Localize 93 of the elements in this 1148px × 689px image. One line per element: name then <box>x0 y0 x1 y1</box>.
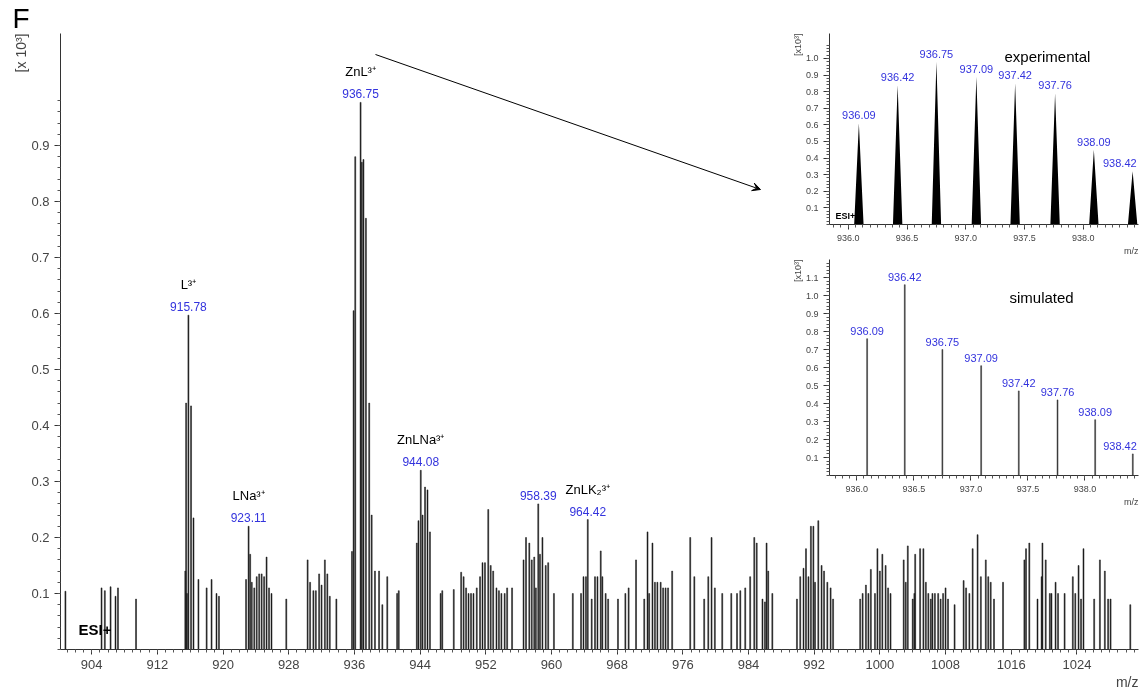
annotation: 936.75 <box>925 335 960 348</box>
x-tick-label: 968 <box>606 656 629 672</box>
annotation: L³⁺ <box>180 277 197 293</box>
y-tick-label: 0.6 <box>805 362 819 373</box>
annotation: ZnLNa³⁺ <box>397 432 445 448</box>
x-tick-label: 1016 <box>996 656 1026 672</box>
x-tick-label: 936.5 <box>895 232 919 243</box>
y-tick-label: 0.4 <box>805 398 819 409</box>
annotation: 936.75 <box>342 87 380 102</box>
y-tick-label: 0.1 <box>31 586 50 601</box>
annotation: 958.39 <box>519 488 557 503</box>
y-tick-label: 0.1 <box>805 202 819 213</box>
annotation: 964.42 <box>569 504 607 519</box>
x-axis-title: m/z <box>1124 245 1139 256</box>
x-tick-label: 992 <box>803 656 826 672</box>
annotation: ESI+ <box>835 210 856 221</box>
annotation: 915.78 <box>170 300 208 315</box>
annotation: ZnLK₂³⁺ <box>565 481 610 497</box>
y-tick-label: 0.4 <box>31 418 50 433</box>
y-tick-label: 0.9 <box>31 138 50 153</box>
annotation: 936.42 <box>887 270 922 283</box>
y-tick-label: 0.7 <box>31 250 50 265</box>
y-tick-label: 0.3 <box>805 416 819 427</box>
y-axis-title: [x 10³] <box>12 33 29 73</box>
y-tick-label: 0.2 <box>805 434 819 445</box>
x-tick-label: 976 <box>671 656 694 672</box>
y-tick-label: 0.8 <box>31 194 50 209</box>
y-tick-label: 0.6 <box>31 306 50 321</box>
x-tick-label: 944 <box>409 656 431 672</box>
annotation: 936.09 <box>842 109 876 122</box>
x-tick-label: 928 <box>277 656 300 672</box>
y-tick-label: 0.4 <box>805 153 819 164</box>
x-tick-label: 1008 <box>931 656 961 672</box>
annotation: 937.76 <box>1038 79 1072 92</box>
annotation: 938.42 <box>1102 157 1137 170</box>
annotation: 937.42 <box>1001 376 1036 389</box>
y-tick-label: 0.2 <box>31 530 50 545</box>
y-tick-label: 0.3 <box>805 169 819 180</box>
annotation: 936.09 <box>850 324 884 337</box>
x-tick-label: 1000 <box>865 656 895 672</box>
y-axis-title: [x10³] <box>792 259 803 283</box>
x-tick-label: 938.0 <box>1073 483 1097 494</box>
y-axis-title: [x10³] <box>792 33 803 57</box>
x-tick-label: 904 <box>80 656 103 672</box>
x-tick-label: 937.0 <box>954 232 978 243</box>
x-tick-label: 912 <box>146 656 169 672</box>
y-tick-label: 0.7 <box>805 344 819 355</box>
y-tick-label: 0.3 <box>31 474 50 489</box>
y-tick-label: 0.5 <box>805 136 819 147</box>
y-tick-label: 0.2 <box>805 186 819 197</box>
x-tick-label: 936 <box>343 656 366 672</box>
x-axis-title: m/z <box>1124 496 1139 507</box>
x-tick-label: 937.0 <box>959 483 983 494</box>
y-tick-label: 1.0 <box>805 290 819 301</box>
chart-title: F <box>12 2 30 34</box>
y-tick-label: 0.8 <box>805 326 819 337</box>
y-tick-label: 0.5 <box>31 362 50 377</box>
annotation: LNa³⁺ <box>232 488 265 504</box>
y-tick-label: 0.9 <box>805 70 819 81</box>
annotation: 936.75 <box>919 47 954 60</box>
x-tick-label: 936.0 <box>837 232 860 243</box>
x-tick-label: 960 <box>540 656 563 672</box>
annotation: 937.09 <box>959 62 994 75</box>
annotation: ZnL³⁺ <box>345 64 376 80</box>
y-tick-label: 1.0 <box>805 53 819 64</box>
x-tick-label: 938.0 <box>1072 232 1095 243</box>
annotation: 923.11 <box>230 511 267 526</box>
y-tick-label: 0.9 <box>805 308 819 319</box>
annotation: 936.42 <box>880 70 915 83</box>
x-tick-label: 1024 <box>1062 656 1092 672</box>
y-tick-label: 0.7 <box>805 103 819 114</box>
annotation: 937.09 <box>964 351 998 364</box>
x-tick-label: 936.5 <box>902 483 926 494</box>
annotation: experimental <box>1004 47 1091 65</box>
y-tick-label: 1.1 <box>805 272 819 283</box>
y-tick-label: 0.1 <box>805 452 819 463</box>
x-axis-title: m/z <box>1115 673 1139 689</box>
y-tick-label: 0.5 <box>805 380 819 391</box>
x-tick-label: 984 <box>737 656 760 672</box>
annotation: 938.09 <box>1078 405 1113 418</box>
y-tick-label: 0.8 <box>805 86 819 97</box>
annotation: 937.42 <box>998 69 1032 82</box>
annotation: 937.76 <box>1040 385 1075 398</box>
x-tick-label: 937.5 <box>1013 232 1036 243</box>
x-tick-label: 952 <box>474 656 497 672</box>
x-tick-label: 920 <box>212 656 234 672</box>
x-tick-label: 936.0 <box>845 483 869 494</box>
y-tick-label: 0.6 <box>805 119 819 130</box>
annotation: 938.09 <box>1077 135 1111 148</box>
annotation: 944.08 <box>402 455 440 470</box>
x-tick-label: 937.5 <box>1016 483 1040 494</box>
annotation: simulated <box>1009 288 1074 306</box>
annotation: 938.42 <box>1103 439 1137 452</box>
